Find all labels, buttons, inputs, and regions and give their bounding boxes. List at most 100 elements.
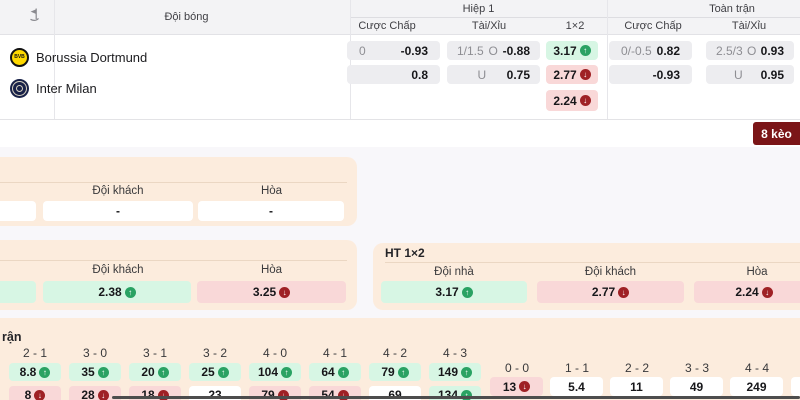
ht-1x2-panel-title: HT 1×2 bbox=[385, 246, 425, 260]
h1-handicap-away-cell[interactable]: 0.8 bbox=[347, 65, 440, 84]
horizontal-scrollbar[interactable] bbox=[112, 396, 800, 399]
h1-under-cell[interactable]: U 0.75 bbox=[447, 65, 540, 84]
score-odds-cell[interactable]: 25 bbox=[189, 363, 241, 381]
h1-1x2-header: 1×2 bbox=[565, 20, 585, 32]
score-odds-cell[interactable]: 28 bbox=[69, 386, 121, 400]
score-odds-cell[interactable]: 79 bbox=[369, 363, 421, 381]
odds-value: 2.77 bbox=[591, 285, 616, 299]
score-header: 0 - 0 bbox=[504, 361, 529, 375]
team-row-home[interactable]: BVB Borussia Dortmund bbox=[10, 47, 147, 67]
odds-value: 20 bbox=[141, 365, 155, 379]
odds-value: 2.24 bbox=[553, 93, 577, 108]
trend-down-icon bbox=[579, 95, 591, 106]
draw-odds-cell[interactable]: 2.24 bbox=[694, 281, 800, 303]
fulltime-group-header: Toàn trận bbox=[709, 3, 755, 15]
correct-score-panel-title: rận bbox=[2, 330, 22, 344]
ft-handicap-away-cell[interactable]: -0.93 bbox=[609, 65, 692, 84]
h1-1x2-draw-cell[interactable]: 2.24 bbox=[546, 90, 598, 111]
inter-milan-logo bbox=[10, 78, 29, 98]
score-header: 3 - 1 bbox=[142, 346, 167, 360]
score-odds-cell[interactable]: 249 bbox=[730, 377, 783, 396]
score-odds-cell[interactable]: 8 bbox=[9, 386, 61, 400]
h1-handicap-home-cell[interactable]: 0 -0.93 bbox=[347, 41, 440, 60]
h1-over-cell[interactable]: 1/1.5 O -0.88 bbox=[447, 41, 540, 60]
panel-divider bbox=[0, 260, 347, 261]
trend-down-icon bbox=[34, 389, 46, 400]
h1-overunder-header: Tài/Xỉu bbox=[471, 20, 507, 32]
odds-value: 28 bbox=[81, 388, 95, 400]
score-odds-cell[interactable]: 49 bbox=[670, 377, 723, 396]
score-odds-cell[interactable]: 11 bbox=[610, 377, 663, 396]
odds-value: 0.82 bbox=[656, 43, 680, 58]
match-pin-icon[interactable] bbox=[27, 7, 42, 22]
trend-up-icon bbox=[461, 366, 473, 378]
score-header: 2 - 1 bbox=[22, 346, 47, 360]
odds-value: 79 bbox=[381, 365, 395, 379]
h1-1x2-away-cell[interactable]: 2.77 bbox=[546, 65, 598, 84]
draw-odds-cell[interactable]: 3.25 bbox=[197, 281, 346, 303]
over-label: O bbox=[488, 43, 498, 58]
under-label: U bbox=[477, 67, 487, 82]
score-header: 3 - 0 bbox=[82, 346, 107, 360]
half1-group-header: Hiệp 1 bbox=[462, 3, 495, 15]
handicap-line: 0/-0.5 bbox=[621, 43, 652, 58]
ft-under-cell[interactable]: U 0.95 bbox=[706, 65, 794, 84]
odds-value: 3.17 bbox=[435, 285, 459, 299]
score-odds-cell[interactable]: 35 bbox=[69, 363, 121, 381]
odds-value: -0.88 bbox=[502, 43, 530, 58]
odds-value: 64 bbox=[321, 365, 335, 379]
odds-value: 0.95 bbox=[760, 67, 784, 82]
table-bottom-border bbox=[0, 119, 800, 120]
draw-column-header: Hòa bbox=[260, 185, 283, 197]
away-team-name: Inter Milan bbox=[36, 80, 97, 96]
away-column-header: Đội khách bbox=[584, 266, 637, 278]
score-odds-cell[interactable]: 64 bbox=[309, 363, 361, 381]
header-divider bbox=[350, 17, 800, 18]
away-odds-cell[interactable]: - bbox=[43, 201, 193, 221]
odds-value: 8 bbox=[24, 388, 32, 400]
score-odds-cell[interactable]: 8.8 bbox=[9, 363, 61, 381]
score-odds-cell-partial[interactable] bbox=[791, 377, 800, 396]
away-odds-cell[interactable]: 2.38 bbox=[43, 281, 191, 303]
odds-value: - bbox=[116, 204, 120, 218]
home-column-header: Đội nhà bbox=[434, 266, 474, 278]
odds-value: - bbox=[269, 204, 273, 218]
column-divider bbox=[607, 0, 608, 119]
score-header: 1 - 1 bbox=[564, 361, 589, 375]
score-odds-cell[interactable]: 13 bbox=[490, 377, 543, 396]
odds-value: 2.24 bbox=[735, 285, 759, 299]
home-odds-cell[interactable]: 3.17 bbox=[381, 281, 527, 303]
score-header: 3 - 2 bbox=[202, 346, 227, 360]
score-header: 4 - 2 bbox=[382, 346, 407, 360]
trend-up-icon bbox=[461, 286, 473, 298]
score-header: 3 - 3 bbox=[684, 361, 709, 375]
away-odds-cell[interactable]: 2.77 bbox=[537, 281, 684, 303]
trend-up-icon bbox=[39, 366, 51, 378]
odds-value: 5.4 bbox=[568, 379, 585, 394]
score-odds-cell[interactable]: 104 bbox=[249, 363, 301, 381]
team-row-away[interactable]: Inter Milan bbox=[10, 78, 97, 98]
odds-value: -0.93 bbox=[652, 67, 680, 82]
draw-odds-cell[interactable]: - bbox=[198, 201, 344, 221]
panel-divider bbox=[0, 182, 347, 183]
draw-column-header: Hòa bbox=[260, 264, 283, 276]
flag-icon bbox=[30, 8, 39, 21]
score-header: 4 - 3 bbox=[442, 346, 467, 360]
score-odds-cell[interactable]: 20 bbox=[129, 363, 181, 381]
trend-down-icon bbox=[618, 286, 630, 298]
more-odds-badge[interactable]: 8 kèo bbox=[753, 122, 800, 145]
trend-up-icon bbox=[157, 366, 169, 378]
odds-value: 8.8 bbox=[19, 365, 37, 379]
score-odds-cell[interactable]: 5.4 bbox=[550, 377, 603, 396]
odds-cell-partial[interactable] bbox=[0, 281, 36, 303]
h1-1x2-home-cell[interactable]: 3.17 bbox=[546, 41, 598, 60]
trend-down-icon bbox=[279, 286, 291, 298]
score-header: 4 - 0 bbox=[262, 346, 287, 360]
odds-cell-partial[interactable] bbox=[0, 201, 36, 221]
ft-handicap-home-cell[interactable]: 0/-0.5 0.82 bbox=[609, 41, 692, 60]
ft-over-cell[interactable]: 2.5/3 O 0.93 bbox=[706, 41, 794, 60]
score-odds-cell[interactable]: 149 bbox=[429, 363, 481, 381]
h1-handicap-header: Cược Chấp bbox=[358, 20, 416, 32]
trend-up-icon bbox=[281, 366, 293, 378]
handicap-line: 0 bbox=[359, 43, 366, 58]
